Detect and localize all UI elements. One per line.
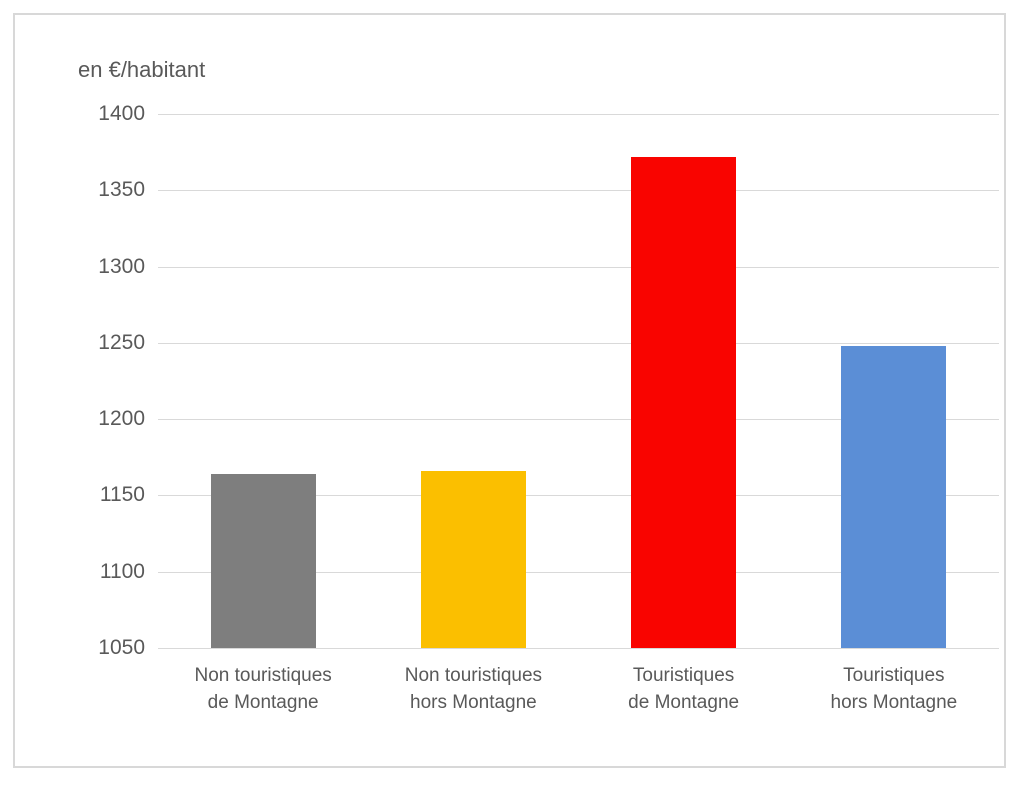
gridline	[158, 419, 999, 421]
plot-area	[158, 114, 999, 649]
gridline	[158, 648, 999, 649]
y-tick-label: 1250	[98, 330, 145, 354]
gridline	[158, 571, 999, 573]
gridline	[158, 342, 999, 344]
gridline	[158, 190, 999, 192]
bar	[841, 345, 947, 648]
y-axis: 1050 1100 1150 1200 1250 1300 1350 1400	[55, 102, 145, 659]
chart-container: en €/habitant 1050 1100 1150 1200 1250 1300 13…	[13, 13, 1006, 768]
x-axis-label: Touristiques de Montagne	[628, 665, 740, 713]
x-axis-label: Touristiques hors Montagne	[830, 665, 958, 713]
y-tick-label: 1400	[98, 102, 145, 125]
chart-title: en €/habitant	[78, 57, 206, 82]
gridline	[158, 495, 999, 497]
gridline	[158, 266, 999, 268]
bar	[420, 471, 526, 648]
y-tick-label: 1200	[98, 407, 145, 431]
bar	[210, 474, 316, 648]
x-axis-label: Non touristiques hors Montagne	[404, 665, 543, 713]
y-tick-label: 1050	[98, 636, 145, 659]
y-tick-label: 1300	[98, 254, 145, 278]
x-axis: Non touristiques de Montagne Non touristi…	[158, 663, 999, 723]
bar	[631, 156, 737, 648]
y-tick-label: 1150	[99, 483, 145, 507]
y-tick-label: 1350	[98, 178, 145, 202]
y-tick-label: 1100	[99, 559, 145, 583]
gridline	[158, 114, 999, 115]
x-axis-label: Non touristiques de Montagne	[194, 665, 332, 713]
